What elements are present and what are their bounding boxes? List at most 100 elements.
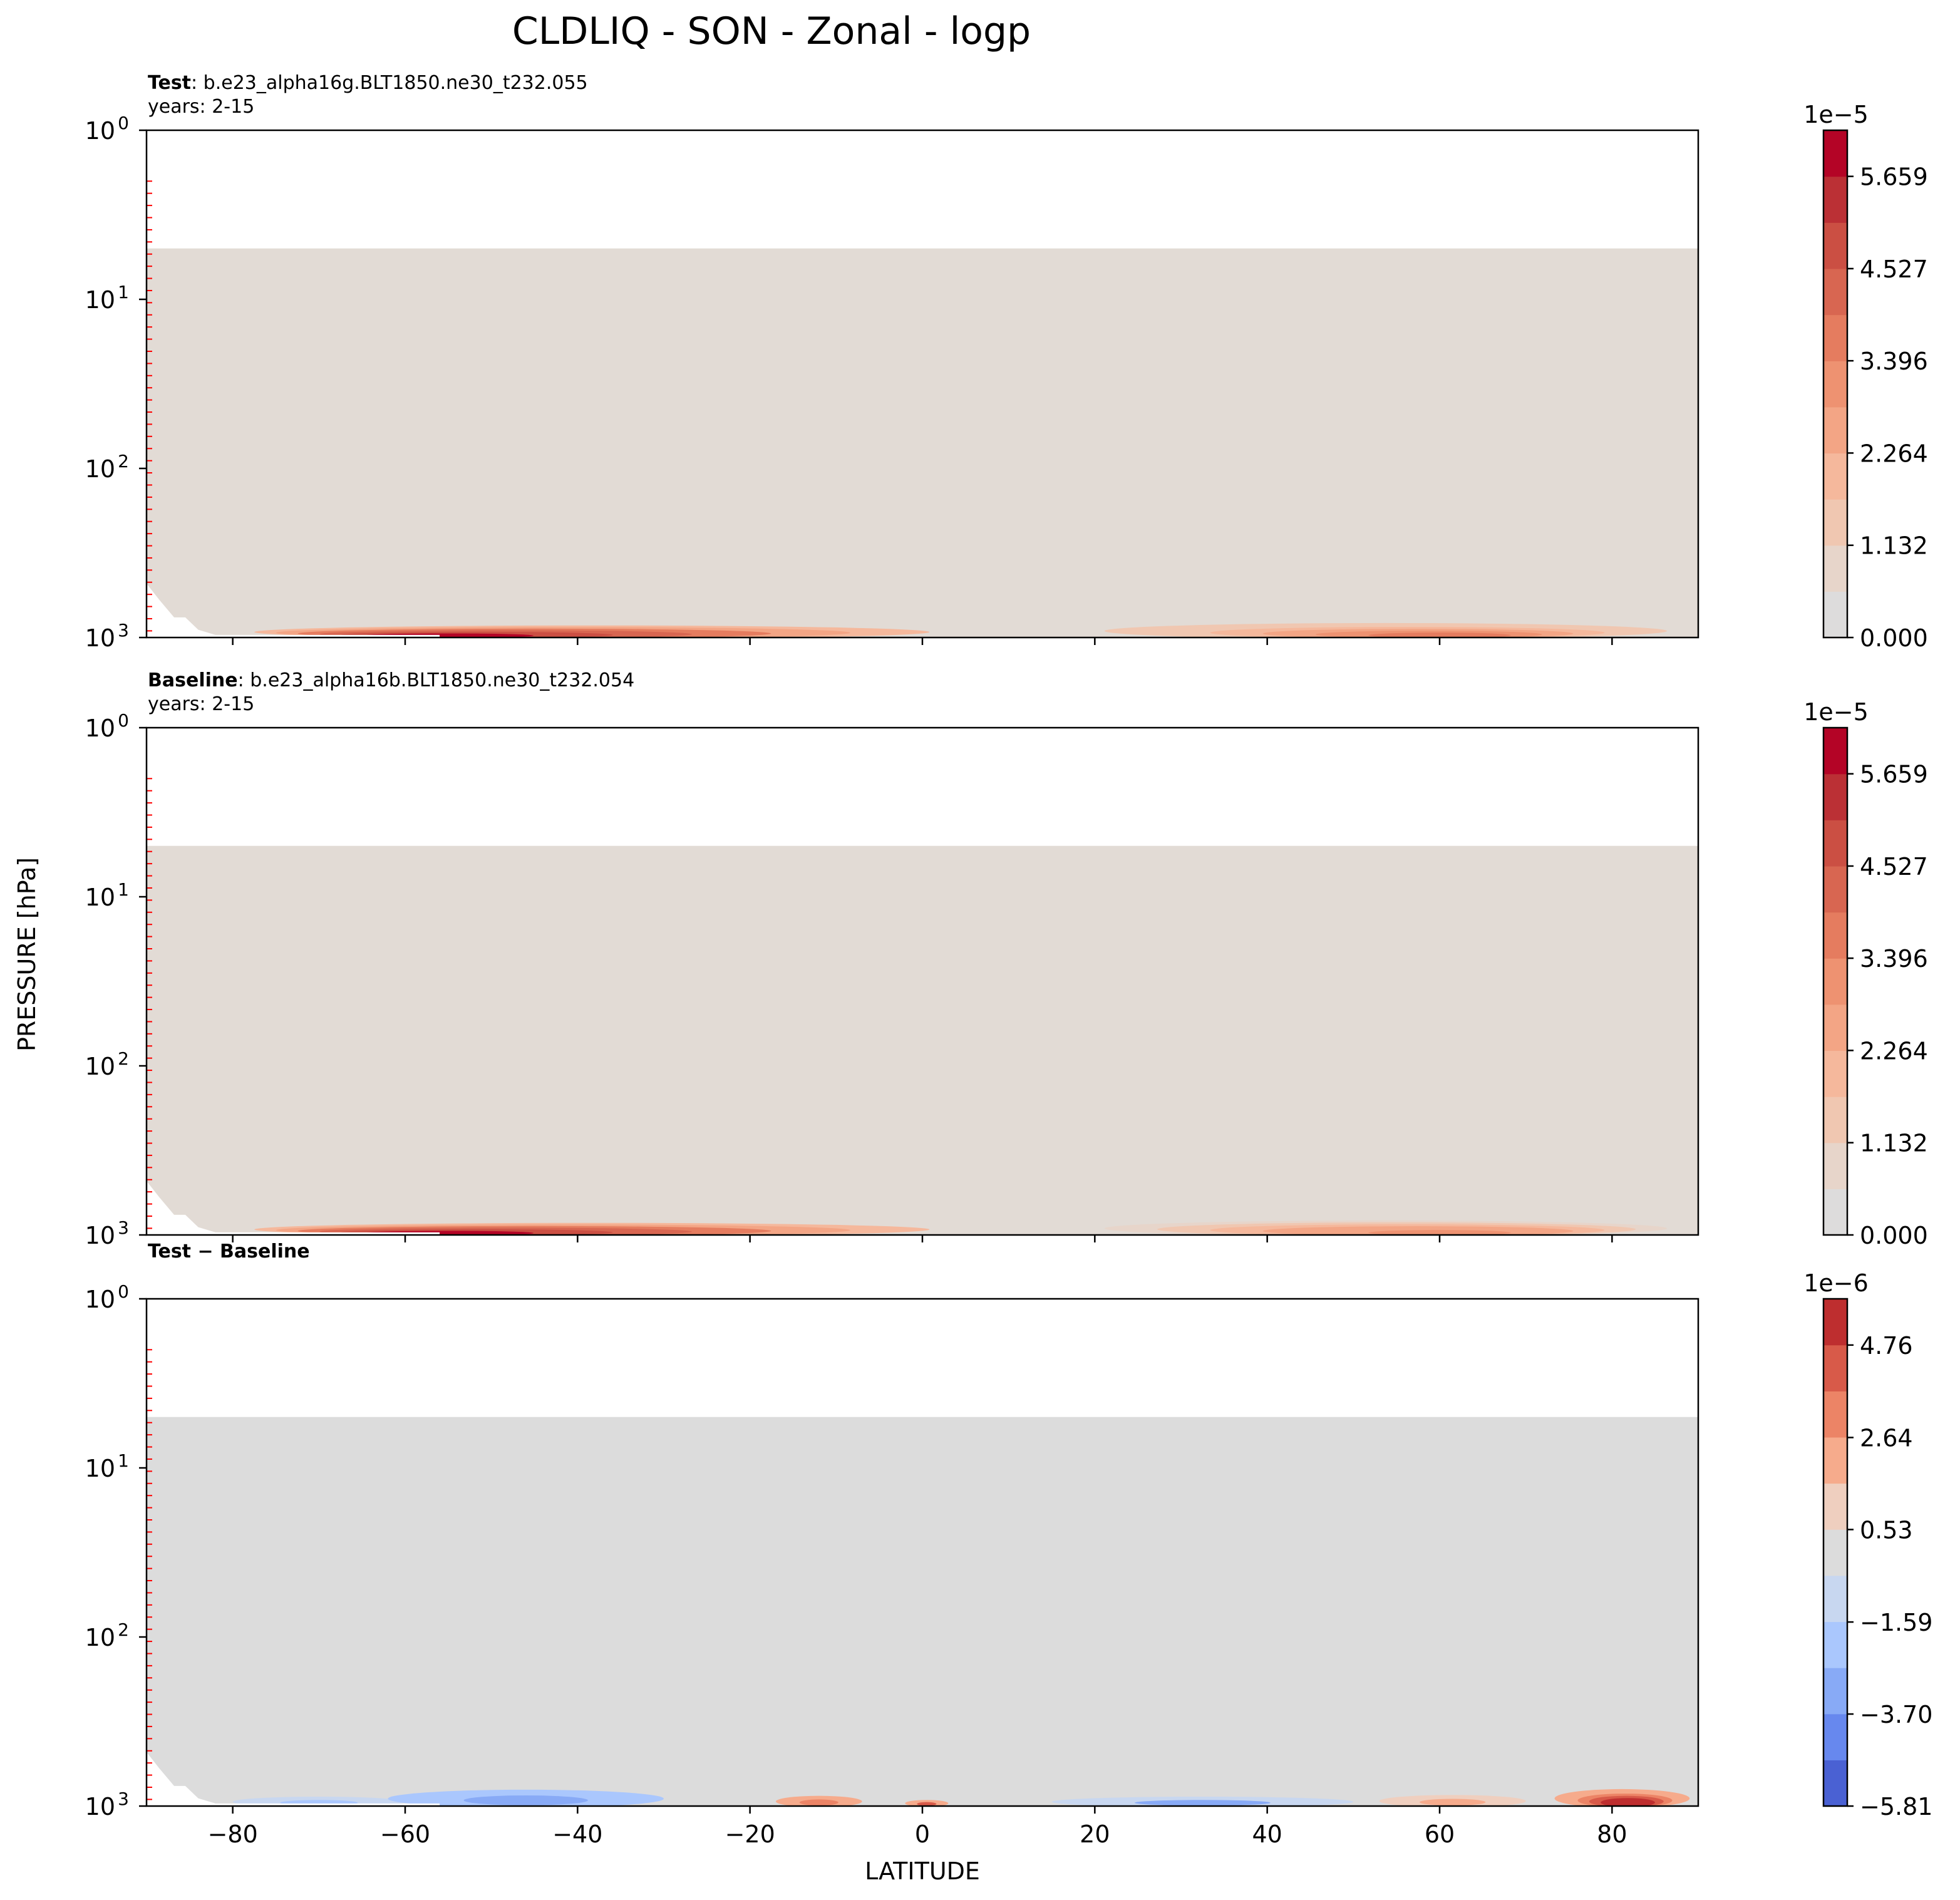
colorbar-segment (1823, 728, 1847, 775)
figure-title: CLDLIQ - SON - Zonal - logp (512, 9, 1031, 53)
colorbar-segment (1823, 1345, 1847, 1391)
field-background (147, 845, 1698, 1235)
colorbar-tick-label: 2.64 (1860, 1424, 1913, 1452)
colorbar-segment (1823, 1621, 1847, 1668)
colorbar-baseline: 1e−5 5.659 4.527 3.396 2.264 1.132 0.000 (1803, 698, 1928, 1249)
field-background (147, 1417, 1698, 1806)
contour-blob (1135, 1800, 1271, 1806)
panel-label-bold: Test (148, 72, 191, 94)
y-tick-exponent: 3 (118, 1217, 129, 1238)
colorbar-tick-label: −3.70 (1860, 1701, 1932, 1728)
colorbar-segment (1823, 268, 1847, 316)
x-tick-label: 40 (1252, 1820, 1282, 1848)
y-tick-exponent: 1 (118, 879, 129, 900)
terrain-mask (147, 1180, 440, 1235)
colorbar-frame (1822, 129, 1849, 639)
panel-years-test: years: 2-15 (148, 96, 254, 118)
y-tick-label: 10 (85, 1624, 115, 1651)
panel-label-test: Test: b.e23_alpha16g.BLT1850.ne30_t232.0… (148, 72, 588, 94)
x-tick-label: 0 (915, 1820, 930, 1848)
colorbar-frame (1822, 1298, 1849, 1807)
y-tick-label: 10 (85, 455, 115, 483)
panel-label-baseline: Baseline: b.e23_alpha16b.BLT1850.ne30_t2… (148, 669, 634, 691)
panel-label-case: : b.e23_alpha16g.BLT1850.ne30_t232.055 (191, 72, 588, 94)
panel-years-baseline: years: 2-15 (148, 693, 254, 715)
colorbar-tick-label: −5.81 (1860, 1793, 1932, 1820)
colorbar-segment (1823, 1004, 1847, 1051)
panel-label-case: : b.e23_alpha16b.BLT1850.ne30_t232.054 (238, 669, 635, 691)
y-tick-exponent: 1 (118, 282, 129, 302)
y-tick-label: 10 (85, 1455, 115, 1482)
colorbar-segment (1823, 1760, 1847, 1807)
colorbar-tick-label: 2.264 (1860, 440, 1928, 467)
y-tick-label: 10 (85, 1286, 115, 1313)
y-tick-label: 10 (85, 286, 115, 314)
colorbar-segment (1823, 1050, 1847, 1097)
colorbar-tick-label: 0.53 (1860, 1516, 1913, 1544)
contour-blob (1368, 632, 1511, 638)
y-tick-label: 10 (85, 884, 115, 911)
colorbar-segment (1823, 222, 1847, 269)
y-axis-label: PRESSURE [hPa] (13, 857, 41, 1051)
colorbar-tick-label: 3.396 (1860, 348, 1928, 375)
colorbar-segment (1823, 1299, 1847, 1346)
terrain-mask (147, 583, 440, 638)
colorbar-tick-label: 4.76 (1860, 1332, 1913, 1360)
colorbar-segment (1823, 1483, 1847, 1530)
x-tick-label: 80 (1597, 1820, 1627, 1848)
contour-blob (917, 1802, 937, 1806)
contour-blob (799, 1799, 838, 1806)
y-tick-exponent: 0 (118, 1281, 129, 1302)
colorbar-segment (1823, 912, 1847, 959)
x-tick-label: 60 (1425, 1820, 1455, 1848)
colorbar-segment (1823, 1668, 1847, 1715)
x-tick-label: −20 (725, 1820, 775, 1848)
colorbar-multiplier: 1e−5 (1803, 698, 1869, 726)
x-tick-label: −60 (380, 1820, 430, 1848)
colorbar-segment (1823, 1437, 1847, 1484)
colorbar-segment (1823, 314, 1847, 361)
x-axis-label: LATITUDE (865, 1857, 980, 1885)
panel-label-difference: Test − Baseline (148, 1241, 310, 1262)
y-tick-label: 10 (85, 117, 115, 145)
panel-label-bold: Baseline (148, 669, 238, 691)
colorbar-tick-label: 2.264 (1860, 1037, 1928, 1065)
y-tick-exponent: 3 (118, 1789, 129, 1809)
contour-blob (1612, 1800, 1647, 1806)
colorbar-segment (1823, 820, 1847, 867)
colorbar-segment (1823, 545, 1847, 592)
panel-test: Test: b.e23_alpha16g.BLT1850.ne30_t232.0… (85, 72, 1928, 652)
colorbar-segment (1823, 1142, 1847, 1189)
colorbar-segment (1823, 865, 1847, 913)
field-difference (147, 1417, 1698, 1806)
colorbar-tick-label: 4.527 (1860, 256, 1928, 283)
x-tick-label: 20 (1080, 1820, 1110, 1848)
colorbar-multiplier: 1e−6 (1803, 1269, 1869, 1297)
panel-baseline: Baseline: b.e23_alpha16b.BLT1850.ne30_t2… (85, 669, 1928, 1249)
colorbar-segment (1823, 1575, 1847, 1623)
x-tick-label: −40 (552, 1820, 602, 1848)
colorbar-segment (1823, 361, 1847, 408)
field-test (147, 248, 1698, 638)
colorbar-tick-label: 4.527 (1860, 853, 1928, 880)
colorbar-tick-label: 1.132 (1860, 1130, 1928, 1157)
y-tick-exponent: 0 (118, 113, 129, 133)
colorbar-segment (1823, 453, 1847, 500)
colorbar-multiplier: 1e−5 (1803, 101, 1869, 128)
colorbar-segment (1823, 591, 1847, 638)
y-tick-label: 10 (85, 1053, 115, 1080)
colorbar-segment (1823, 130, 1847, 177)
contour-blob (463, 1795, 588, 1805)
colorbar-segment (1823, 176, 1847, 223)
contour-blob (1419, 1799, 1486, 1806)
y-tick-label: 10 (85, 624, 115, 652)
colorbar-test: 1e−5 5.659 4.527 3.396 2.264 1.132 0.000 (1803, 101, 1928, 652)
field-baseline (147, 845, 1698, 1235)
colorbar-tick-label: 5.659 (1860, 163, 1928, 191)
colorbar-segment (1823, 1713, 1847, 1760)
colorbar-tick-label: 1.132 (1860, 532, 1928, 560)
terrain-mask (147, 1752, 440, 1806)
y-tick-exponent: 2 (118, 1048, 129, 1069)
